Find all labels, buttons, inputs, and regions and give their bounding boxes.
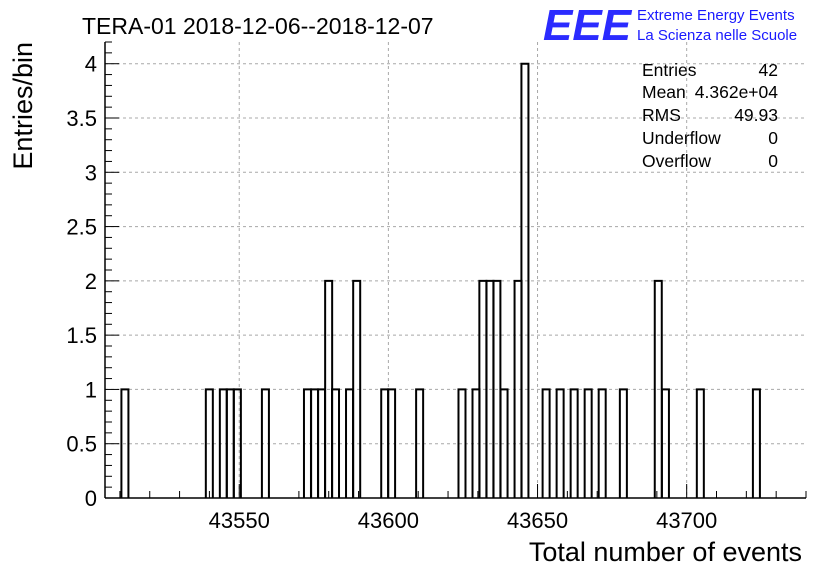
histogram-bar xyxy=(520,62,530,498)
y-tick-label: 2.5 xyxy=(66,215,97,240)
y-tick-label: 4 xyxy=(85,52,97,77)
stat-value-entries: 42 xyxy=(759,60,778,80)
stats-box: Entries 42 Mean 4.362e+04 RMS 49.93 Unde… xyxy=(642,60,778,171)
histogram-bar xyxy=(695,388,705,498)
histogram-bar xyxy=(352,279,362,498)
stat-value-underflow: 0 xyxy=(768,128,778,148)
histogram-bar xyxy=(597,388,607,498)
stat-value-overflow: 0 xyxy=(768,151,778,171)
histogram-bar xyxy=(569,388,579,498)
x-tick-label: 43650 xyxy=(507,508,568,533)
stat-label-rms: RMS xyxy=(642,105,681,125)
stat-label-underflow: Underflow xyxy=(642,128,721,148)
axes: 43550 43600 43650 43700 0 0.5 1 1.5 2 2.5 3 3.5 4 xyxy=(66,41,807,533)
stat-value-mean: 4.362e+04 xyxy=(695,82,778,102)
histogram-bar xyxy=(457,388,467,498)
histogram-layer xyxy=(120,62,761,498)
stat-label-mean: Mean xyxy=(642,82,686,102)
histogram-bar xyxy=(232,388,242,498)
histogram-bar xyxy=(751,388,761,498)
histogram-bar xyxy=(120,388,130,498)
eee-logo-mark: EEE xyxy=(543,1,633,50)
histogram-bar xyxy=(499,388,509,498)
y-tick-label: 1 xyxy=(85,377,97,402)
y-tick-label: 0.5 xyxy=(66,432,97,457)
grid-lines xyxy=(105,42,806,498)
y-tick-label: 3 xyxy=(85,160,97,185)
histogram-bar xyxy=(331,388,341,498)
x-tick-label: 43700 xyxy=(656,508,717,533)
histogram-bar xyxy=(260,388,270,498)
x-axis-title: Total number of events xyxy=(529,537,802,567)
chart-title: TERA-01 2018-12-06--2018-12-07 xyxy=(82,13,434,39)
histogram-bar xyxy=(541,388,551,498)
y-tick-label: 1.5 xyxy=(66,323,97,348)
x-tick-label: 43600 xyxy=(358,508,419,533)
eee-logo-line1: Extreme Energy Events xyxy=(637,7,795,24)
histogram-bar xyxy=(555,388,565,498)
x-tick-label: 43550 xyxy=(209,508,270,533)
histogram-bar xyxy=(415,388,425,498)
histogram-bar xyxy=(660,388,670,498)
histogram-bar xyxy=(204,388,214,498)
eee-logo-line2: La Scienza nelle Scuole xyxy=(637,27,797,44)
histogram-bar xyxy=(583,388,593,498)
histogram-bar xyxy=(618,388,628,498)
y-axis-title: Entries/bin xyxy=(8,42,38,170)
stat-label-entries: Entries xyxy=(642,60,697,80)
histogram-bar xyxy=(387,388,397,498)
y-tick-label: 0 xyxy=(85,486,97,511)
stat-label-overflow: Overflow xyxy=(642,151,711,171)
stat-value-rms: 49.93 xyxy=(734,105,778,125)
y-tick-label: 3.5 xyxy=(66,106,97,131)
eee-logo: EEE Extreme Energy Events La Scienza nel… xyxy=(543,1,797,50)
y-tick-label: 2 xyxy=(85,269,97,294)
